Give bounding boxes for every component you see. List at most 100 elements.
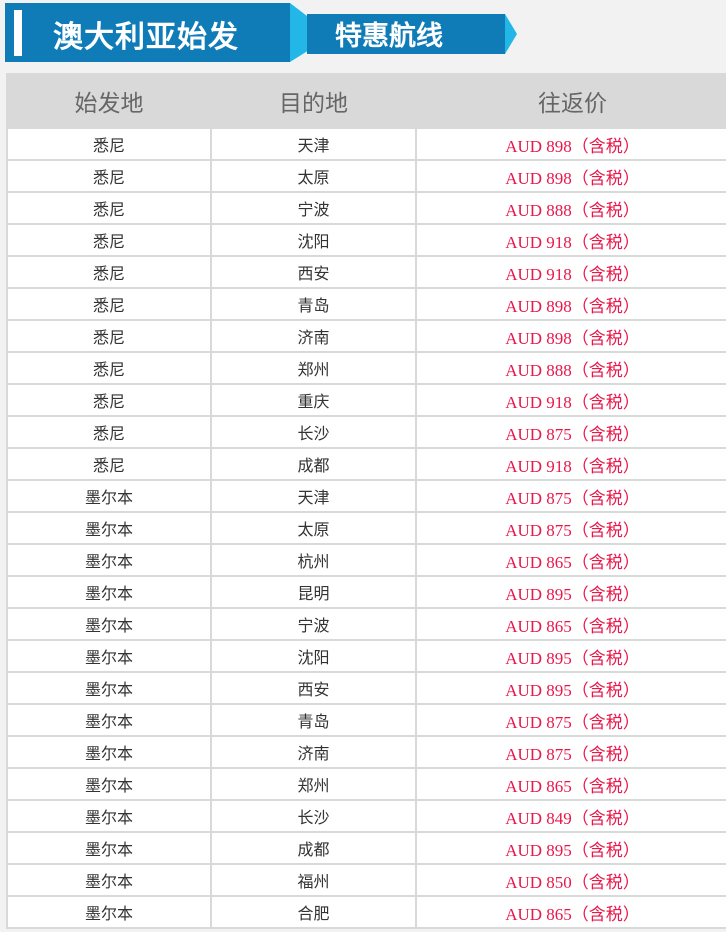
cell-price: AUD 898（含税） — [417, 289, 726, 319]
cell-origin: 悉尼 — [8, 289, 210, 319]
cell-destination: 宁波 — [212, 609, 415, 639]
cell-price: AUD 875（含税） — [417, 513, 726, 543]
cell-price: AUD 898（含税） — [417, 161, 726, 191]
cell-origin: 墨尔本 — [8, 641, 210, 671]
cell-destination: 天津 — [212, 129, 415, 159]
cell-destination: 合肥 — [212, 897, 415, 927]
banner-fold-decoration — [290, 3, 307, 62]
cell-origin: 墨尔本 — [8, 897, 210, 927]
table-row: 悉尼 重庆 AUD 918（含税） — [8, 385, 726, 415]
table-row: 墨尔本 郑州 AUD 865（含税） — [8, 769, 726, 799]
cell-price: AUD 898（含税） — [417, 129, 726, 159]
cell-destination: 成都 — [212, 449, 415, 479]
cell-price: AUD 865（含税） — [417, 897, 726, 927]
table-row: 悉尼 太原 AUD 898（含税） — [8, 161, 726, 191]
cell-origin: 墨尔本 — [8, 769, 210, 799]
cell-price: AUD 895（含税） — [417, 833, 726, 863]
table-row: 悉尼 成都 AUD 918（含税） — [8, 449, 726, 479]
cell-destination: 郑州 — [212, 769, 415, 799]
cell-origin: 悉尼 — [8, 129, 210, 159]
cell-destination: 长沙 — [212, 417, 415, 447]
cell-price: AUD 888（含税） — [417, 353, 726, 383]
table-row: 悉尼 青岛 AUD 898（含税） — [8, 289, 726, 319]
cell-origin: 悉尼 — [8, 257, 210, 287]
cell-destination: 济南 — [212, 737, 415, 767]
cell-price: AUD 898（含税） — [417, 321, 726, 351]
cell-destination: 昆明 — [212, 577, 415, 607]
cell-origin: 悉尼 — [8, 193, 210, 223]
routes-table: 始发地 目的地 往返价 悉尼 天津 AUD 898（含税） 悉尼 太原 AUD 898（含… — [6, 73, 726, 929]
table-row: 悉尼 沈阳 AUD 918（含税） — [8, 225, 726, 255]
table-row: 悉尼 西安 AUD 918（含税） — [8, 257, 726, 287]
cell-destination: 济南 — [212, 321, 415, 351]
table-row: 墨尔本 天津 AUD 875（含税） — [8, 481, 726, 511]
cell-destination: 杭州 — [212, 545, 415, 575]
cell-price: AUD 865（含税） — [417, 769, 726, 799]
table-row: 悉尼 郑州 AUD 888（含税） — [8, 353, 726, 383]
cell-destination: 重庆 — [212, 385, 415, 415]
cell-origin: 悉尼 — [8, 225, 210, 255]
cell-destination: 太原 — [212, 513, 415, 543]
cell-destination: 长沙 — [212, 801, 415, 831]
cell-origin: 墨尔本 — [8, 865, 210, 895]
table-row: 悉尼 济南 AUD 898（含税） — [8, 321, 726, 351]
cell-origin: 悉尼 — [8, 161, 210, 191]
cell-destination: 成都 — [212, 833, 415, 863]
cell-price: AUD 918（含税） — [417, 449, 726, 479]
table-row: 墨尔本 昆明 AUD 895（含税） — [8, 577, 726, 607]
cell-price: AUD 888（含税） — [417, 193, 726, 223]
cell-destination: 沈阳 — [212, 225, 415, 255]
banner-subtitle: 特惠航线 — [335, 21, 443, 52]
cell-price: AUD 849（含税） — [417, 801, 726, 831]
cell-destination: 福州 — [212, 865, 415, 895]
header-origin: 始发地 — [8, 75, 210, 127]
cell-price: AUD 865（含税） — [417, 545, 726, 575]
table-row: 墨尔本 杭州 AUD 865（含税） — [8, 545, 726, 575]
cell-destination: 天津 — [212, 481, 415, 511]
cell-destination: 沈阳 — [212, 641, 415, 671]
banner-bar-decoration — [14, 10, 22, 56]
cell-destination: 青岛 — [212, 705, 415, 735]
cell-price: AUD 918（含税） — [417, 257, 726, 287]
table-row: 悉尼 天津 AUD 898（含税） — [8, 129, 726, 159]
cell-price: AUD 875（含税） — [417, 705, 726, 735]
cell-destination: 青岛 — [212, 289, 415, 319]
cell-destination: 西安 — [212, 257, 415, 287]
cell-origin: 悉尼 — [8, 353, 210, 383]
cell-origin: 墨尔本 — [8, 481, 210, 511]
cell-price: AUD 875（含税） — [417, 737, 726, 767]
table-row: 墨尔本 青岛 AUD 875（含税） — [8, 705, 726, 735]
cell-origin: 墨尔本 — [8, 737, 210, 767]
cell-origin: 墨尔本 — [8, 833, 210, 863]
cell-price: AUD 918（含税） — [417, 225, 726, 255]
table-row: 悉尼 宁波 AUD 888（含税） — [8, 193, 726, 223]
table-row: 墨尔本 沈阳 AUD 895（含税） — [8, 641, 726, 671]
cell-origin: 墨尔本 — [8, 513, 210, 543]
cell-origin: 悉尼 — [8, 449, 210, 479]
table-row: 墨尔本 西安 AUD 895（含税） — [8, 673, 726, 703]
banner-title: 澳大利亚始发 — [53, 20, 239, 55]
cell-origin: 墨尔本 — [8, 705, 210, 735]
table-row: 墨尔本 长沙 AUD 849（含税） — [8, 801, 726, 831]
banner-secondary — [307, 14, 505, 54]
cell-origin: 墨尔本 — [8, 609, 210, 639]
table-row: 墨尔本 宁波 AUD 865（含税） — [8, 609, 726, 639]
cell-destination: 宁波 — [212, 193, 415, 223]
table-row: 墨尔本 合肥 AUD 865（含税） — [8, 897, 726, 927]
cell-price: AUD 875（含税） — [417, 481, 726, 511]
cell-price: AUD 865（含税） — [417, 609, 726, 639]
cell-price: AUD 918（含税） — [417, 385, 726, 415]
cell-destination: 郑州 — [212, 353, 415, 383]
cell-origin: 悉尼 — [8, 321, 210, 351]
table-row: 悉尼 长沙 AUD 875（含税） — [8, 417, 726, 447]
cell-price: AUD 895（含税） — [417, 641, 726, 671]
table-row: 墨尔本 成都 AUD 895（含税） — [8, 833, 726, 863]
cell-price: AUD 850（含税） — [417, 865, 726, 895]
cell-destination: 太原 — [212, 161, 415, 191]
cell-price: AUD 895（含税） — [417, 673, 726, 703]
table-row: 墨尔本 太原 AUD 875（含税） — [8, 513, 726, 543]
cell-origin: 悉尼 — [8, 417, 210, 447]
table-row: 墨尔本 济南 AUD 875（含税） — [8, 737, 726, 767]
header-destination: 目的地 — [212, 75, 415, 127]
cell-origin: 墨尔本 — [8, 673, 210, 703]
